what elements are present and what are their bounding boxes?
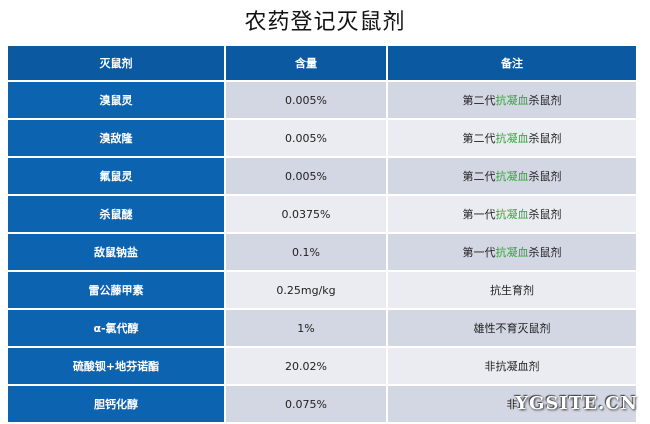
rodenticide-name-cell: 硫酸钡+地芬诺酯 (8, 348, 226, 384)
note-text: 非 (506, 398, 518, 411)
rodenticide-name-cell: 胆钙化醇 (8, 386, 226, 422)
content-cell: 0.25mg/kg (226, 272, 388, 308)
content-cell: 20.02% (226, 348, 388, 384)
anticoagulant-link[interactable]: 抗凝血 (495, 170, 529, 183)
rodenticide-name-cell: 雷公藤甲素 (8, 272, 226, 308)
watermark-logo: YGSITE.CN (515, 393, 638, 414)
table-row: 硫酸钡+地芬诺酯 20.02% 非抗凝血剂 (8, 348, 636, 386)
note-suffix-text: 杀鼠剂 (528, 94, 562, 107)
table-row: 雷公藤甲素 0.25mg/kg 抗生育剂 (8, 272, 636, 310)
note-cell: 抗生育剂 (388, 272, 636, 308)
content-cell: 1% (226, 310, 388, 346)
rodenticide-name-cell: 溴敌隆 (8, 120, 226, 156)
table-row: 杀鼠醚 0.0375% 第一代 抗凝血 杀鼠剂 (8, 196, 636, 234)
note-text: 第一代 (462, 208, 496, 221)
rodenticide-table: 灭鼠剂 含量 备注 溴鼠灵 0.005% 第二代 抗凝血 杀鼠剂 溴敌隆 0.005% 第二代… (8, 46, 636, 424)
note-suffix-text: 杀鼠剂 (528, 170, 562, 183)
content-cell: 0.0375% (226, 196, 388, 232)
table-row: 敌鼠钠盐 0.1% 第一代 抗凝血 杀鼠剂 (8, 234, 636, 272)
column-header-content: 含量 (226, 46, 388, 80)
table-row: 溴敌隆 0.005% 第二代 抗凝血 杀鼠剂 (8, 120, 636, 158)
content-cell: 0.075% (226, 386, 388, 422)
table-row: 溴鼠灵 0.005% 第二代 抗凝血 杀鼠剂 (8, 82, 636, 120)
rodenticide-name-cell: 溴鼠灵 (8, 82, 226, 118)
note-text: 雄性不育灭鼠剂 (473, 322, 551, 335)
note-text: 第一代 (462, 246, 496, 259)
note-text: 抗生育剂 (490, 284, 534, 297)
anticoagulant-link[interactable]: 抗凝血 (495, 94, 529, 107)
anticoagulant-link[interactable]: 抗凝血 (495, 208, 529, 221)
page-title: 农药登记灭鼠剂 (244, 10, 406, 35)
table-row: 胆钙化醇 0.075% 非 (8, 386, 636, 424)
note-cell: 第二代 抗凝血 杀鼠剂 (388, 120, 636, 156)
content-cell: 0.005% (226, 120, 388, 156)
table-row: 氟鼠灵 0.005% 第二代 抗凝血 杀鼠剂 (8, 158, 636, 196)
column-header-note: 备注 (388, 46, 636, 80)
note-suffix-text: 杀鼠剂 (528, 132, 562, 145)
note-text: 第二代 (462, 132, 496, 145)
column-header-name: 灭鼠剂 (8, 46, 226, 80)
note-cell: 第二代 抗凝血 杀鼠剂 (388, 158, 636, 194)
note-text: 第二代 (462, 170, 496, 183)
note-text: 非抗凝血剂 (484, 360, 540, 373)
rodenticide-name-cell: 敌鼠钠盐 (8, 234, 226, 270)
content-cell: 0.005% (226, 82, 388, 118)
note-cell: 非 (388, 386, 636, 422)
table-header-row: 灭鼠剂 含量 备注 (8, 46, 636, 82)
table-row: α-氯代醇 1% 雄性不育灭鼠剂 (8, 310, 636, 348)
note-cell: 雄性不育灭鼠剂 (388, 310, 636, 346)
content-cell: 0.005% (226, 158, 388, 194)
note-text: 第二代 (462, 94, 496, 107)
note-suffix-text: 杀鼠剂 (528, 246, 562, 259)
content-cell: 0.1% (226, 234, 388, 270)
note-cell: 第一代 抗凝血 杀鼠剂 (388, 196, 636, 232)
note-suffix-text: 杀鼠剂 (528, 208, 562, 221)
note-cell: 第一代 抗凝血 杀鼠剂 (388, 234, 636, 270)
note-cell: 非抗凝血剂 (388, 348, 636, 384)
rodenticide-name-cell: 杀鼠醚 (8, 196, 226, 232)
rodenticide-name-cell: α-氯代醇 (8, 310, 226, 346)
rodenticide-name-cell: 氟鼠灵 (8, 158, 226, 194)
note-cell: 第二代 抗凝血 杀鼠剂 (388, 82, 636, 118)
anticoagulant-link[interactable]: 抗凝血 (495, 246, 529, 259)
anticoagulant-link[interactable]: 抗凝血 (495, 132, 529, 145)
